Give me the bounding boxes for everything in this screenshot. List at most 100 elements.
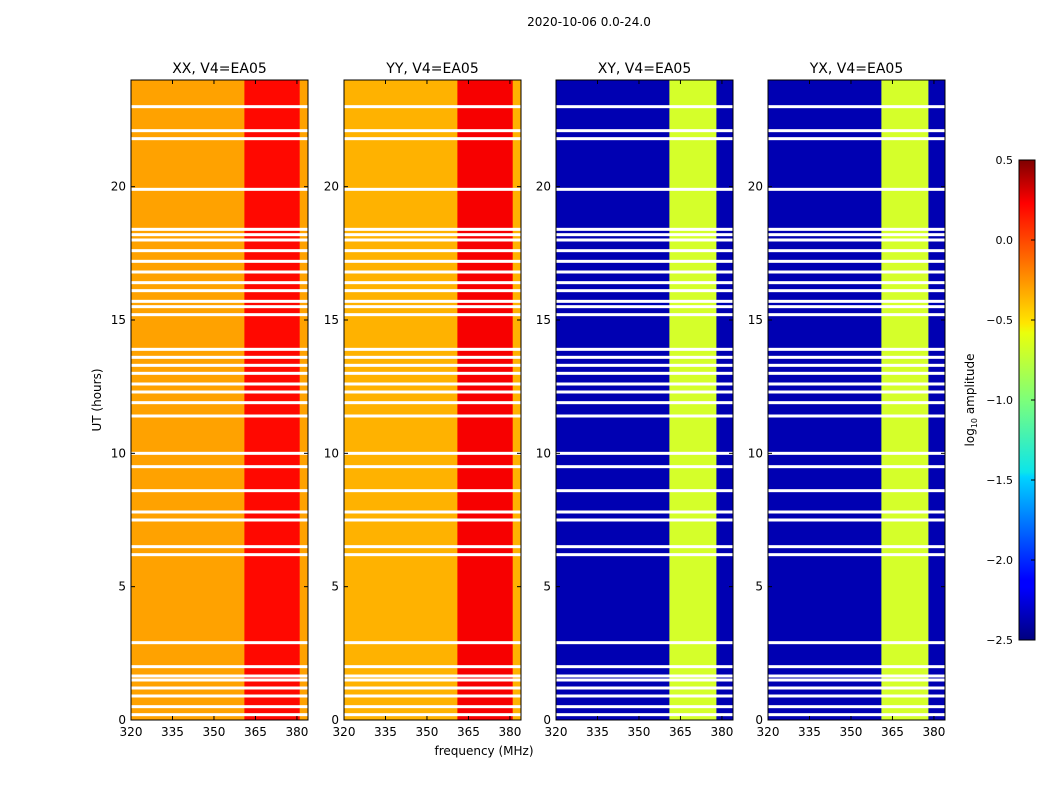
x-tick-label: 365 [457, 725, 480, 739]
flagged-row [768, 233, 945, 237]
y-tick-label: 20 [324, 180, 339, 194]
flagged-row [344, 665, 521, 669]
x-tick-label: 335 [798, 725, 821, 739]
flagged-row [768, 371, 945, 375]
x-tick-label: 380 [922, 725, 945, 739]
flagged-row [131, 363, 308, 367]
x-tick-label: 335 [161, 725, 184, 739]
flagged-row [768, 313, 945, 317]
flagged-row [768, 382, 945, 386]
colorbar-tick-label: 0.5 [996, 154, 1014, 167]
flagged-row [131, 694, 308, 698]
flagged-row [344, 299, 521, 303]
flagged-row [344, 553, 521, 557]
flagged-row [556, 414, 733, 418]
flagged-row [131, 289, 308, 293]
flagged-row [556, 686, 733, 690]
flagged-row [768, 249, 945, 253]
flagged-row [768, 686, 945, 690]
high-band-region [244, 80, 300, 720]
flagged-row [556, 313, 733, 317]
high-band-region [881, 80, 929, 720]
flagged-row [131, 259, 308, 263]
colorbar-tick-label: −2.0 [986, 554, 1013, 567]
flagged-row [131, 249, 308, 253]
flagged-row [344, 347, 521, 351]
flagged-row [768, 363, 945, 367]
x-tick-label: 350 [416, 725, 439, 739]
flagged-row [131, 227, 308, 231]
flagged-row [556, 371, 733, 375]
flagged-row [131, 305, 308, 309]
panel-yy: YY, V4=EA05 320 335 350 365 380 0 5 10 15 20 [324, 61, 522, 739]
flagged-row [131, 674, 308, 678]
flagged-row [556, 281, 733, 285]
x-axis-label: frequency (MHz) [434, 744, 533, 758]
y-tick-label: 15 [748, 313, 763, 327]
flagged-row [131, 105, 308, 109]
flagged-row [768, 270, 945, 274]
y-tick-label: 20 [111, 180, 126, 194]
flagged-row [556, 105, 733, 109]
flagged-row [131, 347, 308, 351]
y-tick-label: 5 [543, 580, 551, 594]
flagged-row [556, 641, 733, 645]
y-tick-label: 15 [536, 313, 551, 327]
flagged-row [344, 227, 521, 231]
flagged-row [344, 451, 521, 455]
flagged-row [556, 363, 733, 367]
panel-title: YX, V4=EA05 [809, 61, 904, 77]
flagged-row [556, 249, 733, 253]
flagged-row [131, 713, 308, 717]
flagged-row [768, 465, 945, 469]
flagged-row [344, 105, 521, 109]
x-tick-label: 365 [244, 725, 267, 739]
flagged-row [131, 355, 308, 359]
panel-frame [343, 79, 522, 721]
flagged-row [344, 129, 521, 133]
flagged-row [768, 518, 945, 522]
panel-title: XY, V4=EA05 [598, 61, 692, 77]
flagged-row [344, 390, 521, 394]
flagged-row [131, 382, 308, 386]
flagged-row [131, 401, 308, 405]
flagged-row [344, 414, 521, 418]
flagged-row [556, 347, 733, 351]
high-band-region [669, 80, 717, 720]
flagged-row [344, 518, 521, 522]
flagged-row [556, 259, 733, 263]
flagged-row [556, 705, 733, 709]
flagged-row [344, 371, 521, 375]
colorbar-tick-label: −2.5 [986, 634, 1013, 647]
flagged-row [131, 451, 308, 455]
x-tick-label: 320 [757, 725, 780, 739]
flagged-row [344, 465, 521, 469]
panel-frame [130, 79, 309, 721]
flagged-row [131, 489, 308, 493]
flagged-row [768, 705, 945, 709]
x-tick-label: 365 [881, 725, 904, 739]
x-tick-label: 350 [628, 725, 651, 739]
flagged-row [768, 665, 945, 669]
x-tick-label: 380 [710, 725, 733, 739]
y-tick-label: 10 [111, 446, 126, 460]
flagged-row [344, 355, 521, 359]
y-tick-label: 15 [324, 313, 339, 327]
flagged-row [768, 401, 945, 405]
flagged-row [344, 641, 521, 645]
x-tick-label: 350 [840, 725, 863, 739]
flagged-row [556, 465, 733, 469]
flagged-row [768, 678, 945, 682]
flagged-row [344, 313, 521, 317]
y-tick-label: 5 [118, 580, 126, 594]
panel-title: YY, V4=EA05 [385, 61, 478, 77]
flagged-row [768, 305, 945, 309]
colorbar-tick-label: −1.0 [986, 394, 1013, 407]
flagged-row [768, 289, 945, 293]
panel-frame [767, 79, 946, 721]
y-tick-label: 20 [536, 180, 551, 194]
high-band-region [457, 80, 513, 720]
flagged-row [556, 382, 733, 386]
y-tick-label: 0 [755, 713, 763, 727]
